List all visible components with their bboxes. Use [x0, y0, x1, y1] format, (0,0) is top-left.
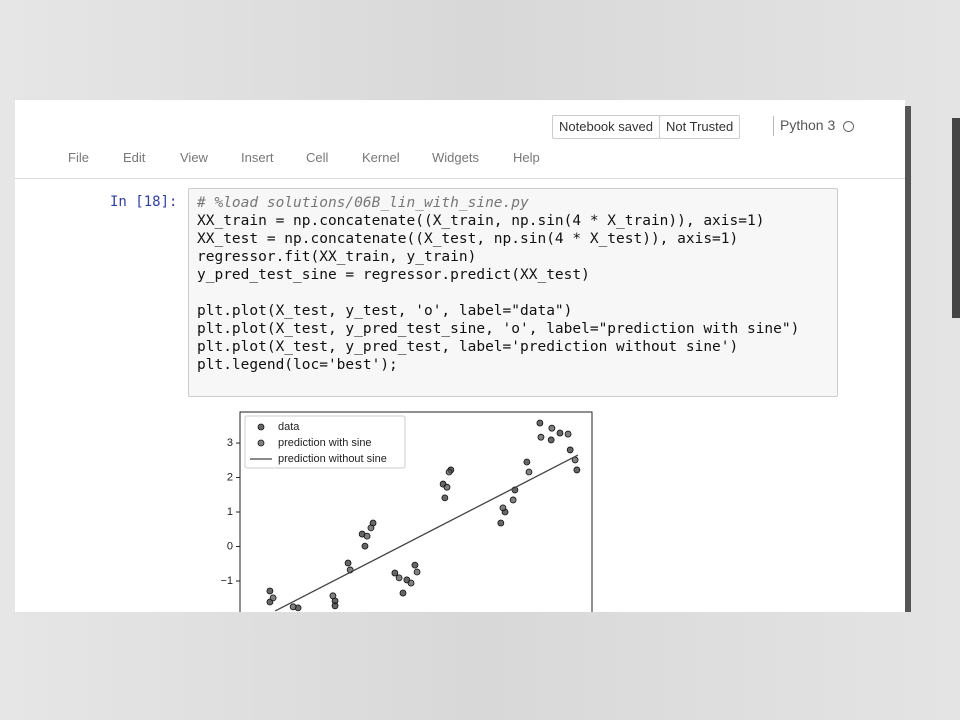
scrollbar	[905, 106, 911, 612]
code-line: regressor.fit(XX_train, y_train)	[197, 249, 477, 265]
point	[556, 429, 564, 437]
kernel-name: Python 3	[780, 117, 836, 133]
y-tick-label: −1	[220, 575, 233, 587]
point	[331, 602, 339, 610]
point	[395, 574, 403, 582]
y-tick-label: 0	[227, 540, 233, 552]
code-line: XX_train = np.concatenate((X_train, np.s…	[197, 213, 765, 229]
point	[566, 446, 574, 454]
point	[329, 592, 337, 600]
point	[411, 561, 419, 569]
status-button[interactable]: Notebook saved	[552, 115, 660, 139]
legend-marker	[257, 439, 265, 447]
code-line: plt.plot(X_test, y_pred_test_sine, 'o', …	[197, 321, 800, 337]
legend-label: prediction without sine	[278, 453, 387, 465]
menu-item[interactable]: Cell	[306, 150, 329, 165]
code-line: y_pred_test_sine = regressor.predict(XX_…	[197, 267, 590, 283]
point	[443, 483, 451, 491]
legend-label: data	[278, 421, 300, 433]
point	[523, 458, 531, 466]
point	[536, 419, 544, 427]
point	[407, 579, 415, 587]
point	[548, 424, 556, 432]
code-line: # %load solutions/06B_lin_with_sine.py	[197, 195, 529, 211]
code-line: plt.plot(X_test, y_test, 'o', label="dat…	[197, 303, 573, 319]
point	[573, 466, 581, 474]
point	[391, 569, 399, 577]
menu-item[interactable]: Widgets	[432, 150, 479, 165]
legend-box	[244, 415, 406, 469]
point	[509, 496, 517, 504]
point	[266, 587, 274, 595]
point	[361, 542, 369, 550]
point	[413, 568, 421, 576]
code-line: plt.legend(loc='best');	[197, 357, 398, 373]
code-line: plt.plot(X_test, y_pred_test, label='pre…	[197, 339, 739, 355]
point	[537, 433, 545, 441]
legend-label: prediction with sine	[278, 437, 372, 449]
plot: −1 0 1 2 3 data prediction with sine prediction…	[220, 411, 593, 612]
separator	[773, 116, 774, 136]
point	[497, 519, 505, 527]
point	[399, 589, 407, 597]
point	[269, 594, 277, 602]
point	[564, 430, 572, 438]
point	[344, 559, 352, 567]
code-cell[interactable]: # %load solutions/06B_lin_with_sine.py XX…	[188, 188, 838, 397]
point	[363, 532, 371, 540]
menu-item[interactable]: Help	[513, 150, 540, 165]
menu-item[interactable]: Insert	[241, 150, 274, 165]
notebook: Notebook saved Not Trusted Python 3 File…	[15, 100, 905, 612]
kernel-indicator	[843, 121, 854, 132]
y-tick-label: 1	[227, 506, 233, 518]
menu-item[interactable]: Kernel	[362, 150, 400, 165]
menu-item[interactable]: View	[180, 150, 208, 165]
point	[445, 468, 453, 476]
y-tick-label: 2	[227, 471, 233, 483]
divider	[15, 178, 905, 179]
point	[499, 504, 507, 512]
y-tick-label: 3	[227, 437, 233, 449]
point	[525, 468, 533, 476]
cell-prompt: In [18]:	[110, 194, 178, 210]
menu-item[interactable]: Edit	[123, 150, 146, 165]
trust-button[interactable]: Not Trusted	[659, 115, 741, 139]
point	[547, 436, 555, 444]
legend-marker	[257, 423, 265, 431]
regression-line	[274, 454, 579, 612]
point	[441, 494, 449, 502]
edge-bar	[952, 118, 960, 318]
code-line: XX_test = np.concatenate((X_test, np.sin…	[197, 231, 739, 247]
menu-item[interactable]: File	[68, 150, 89, 165]
point	[289, 603, 297, 611]
point	[367, 524, 375, 532]
